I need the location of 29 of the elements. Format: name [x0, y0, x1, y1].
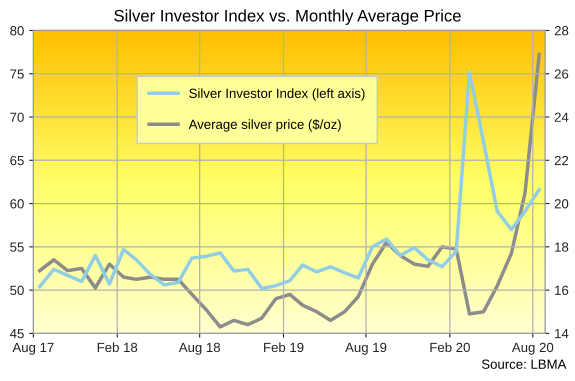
y2-tick-label: 18 — [555, 242, 568, 252]
y-tick-label: 70 — [10, 112, 24, 122]
y2-tick-label: 26 — [554, 69, 568, 79]
y-tick-label: 80 — [10, 26, 24, 36]
line-series — [38, 70, 541, 290]
legend-label: Silver Investor Index (left axis) — [189, 88, 365, 101]
y2-tick-label: 20 — [554, 199, 568, 208]
x-tick-label: Feb 19 — [264, 342, 304, 352]
x-tick-label: Aug 20 — [512, 342, 554, 355]
source-note: Source: LBMA — [482, 360, 566, 369]
x-tick-label: Aug 18 — [178, 342, 220, 355]
y-tick-label: 75 — [10, 69, 24, 79]
y2-tick-label: 16 — [555, 286, 568, 296]
y2-tick-label: 14 — [555, 329, 568, 338]
y2-tick-label: 22 — [554, 156, 568, 166]
y-tick-label: 50 — [10, 286, 24, 296]
x-tick-label: Aug 17 — [12, 342, 54, 355]
y-tick-label: 45 — [10, 329, 24, 338]
chart-title: Silver Investor Index vs. Monthly Average Price — [114, 9, 461, 25]
x-tick-label: Feb 20 — [430, 342, 470, 352]
y-tick-label: 60 — [10, 199, 24, 208]
y2-tick-label: 24 — [554, 112, 568, 122]
x-tick-label: Aug 19 — [345, 342, 386, 355]
y2-tick-label: 28 — [554, 26, 568, 36]
line-series — [38, 52, 541, 329]
y-tick-label: 65 — [10, 156, 24, 166]
y-tick-label: 55 — [10, 242, 24, 252]
x-tick-label: Feb 18 — [98, 342, 138, 352]
legend-label: Average silver price ($/oz) — [188, 119, 341, 132]
